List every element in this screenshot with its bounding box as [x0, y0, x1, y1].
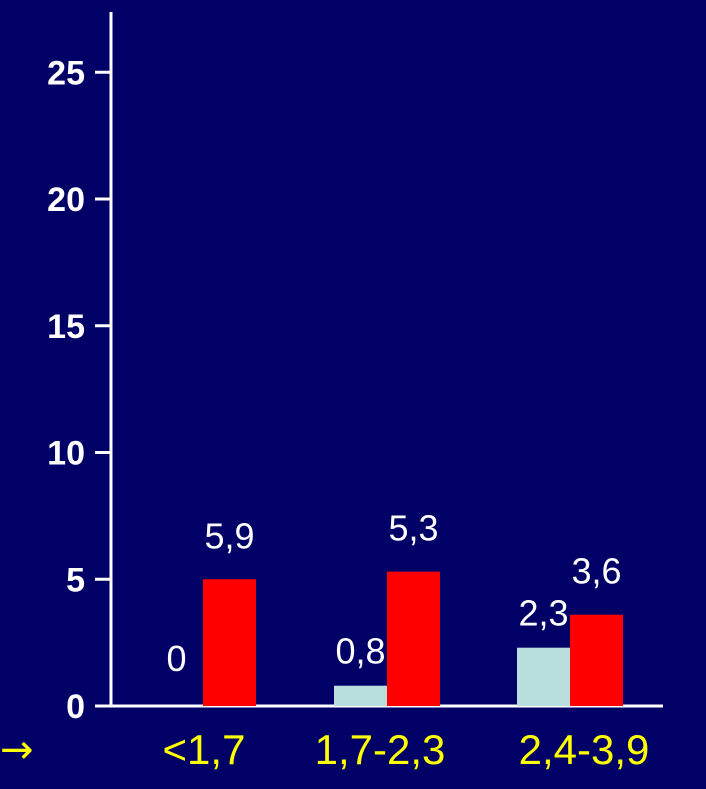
data-label: 0,8	[335, 631, 385, 672]
arrow-marker: →	[0, 727, 34, 773]
y-axis: 0 5 10 15 20 25	[47, 12, 113, 726]
bar	[387, 571, 440, 706]
data-label: 5,3	[388, 508, 438, 549]
x-tick-labels: → <1,7 1,7-2,3 2,4-3,9	[0, 726, 649, 773]
data-label: 2,3	[518, 593, 568, 634]
x-tick-label: 2,4-3,9	[519, 726, 650, 773]
x-tick-label: <1,7	[163, 726, 246, 773]
data-labels: 0 5,9 0,8 5,3 2,33,6	[166, 508, 621, 679]
y-tick-label: 0	[66, 688, 85, 726]
y-tick-label: 5	[66, 561, 85, 599]
y-tick-label: 10	[47, 435, 85, 473]
y-tick-label: 20	[47, 181, 85, 219]
y-tick-label: 25	[47, 54, 85, 92]
x-tick-label: 1,7-2,3	[315, 726, 446, 773]
bar	[203, 579, 256, 706]
y-tick-label: 15	[47, 308, 85, 346]
data-label: 0	[166, 638, 186, 679]
bar	[517, 647, 570, 706]
bar	[334, 685, 387, 706]
data-label: 5,9	[204, 515, 254, 556]
bars	[203, 571, 623, 706]
bar	[570, 614, 623, 706]
data-label: 3,6	[571, 551, 621, 592]
